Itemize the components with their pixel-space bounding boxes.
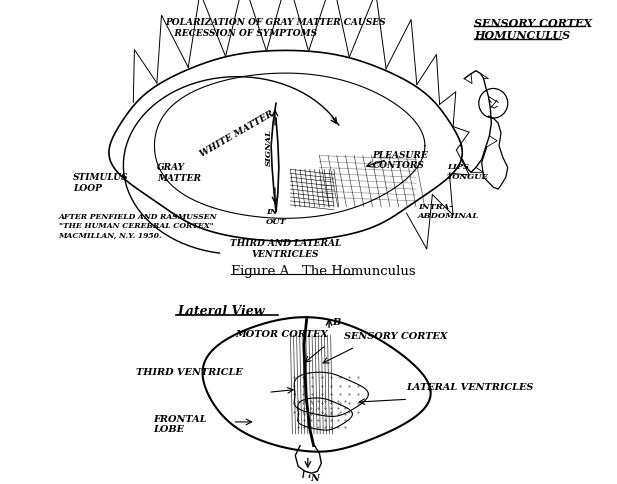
Text: FRONTAL
LOBE: FRONTAL LOBE xyxy=(153,414,207,434)
Text: MOTOR CORTEX: MOTOR CORTEX xyxy=(236,330,328,338)
Text: HOMUNCULUS: HOMUNCULUS xyxy=(474,30,570,41)
Text: LIPS
TONGUE: LIPS TONGUE xyxy=(447,163,489,181)
Text: PLEASURE
CONTORS: PLEASURE CONTORS xyxy=(373,151,428,170)
Text: N: N xyxy=(311,473,320,482)
Text: IN: IN xyxy=(267,208,278,215)
Text: STIMULUS
LOOP: STIMULUS LOOP xyxy=(73,173,129,192)
Text: THIRD VENTRICLE: THIRD VENTRICLE xyxy=(136,367,242,376)
Text: GRAY
MATTER: GRAY MATTER xyxy=(157,163,201,182)
Text: SENSORY CORTEX: SENSORY CORTEX xyxy=(474,18,592,30)
Text: SENSORY CORTEX: SENSORY CORTEX xyxy=(344,332,447,340)
Text: INTRA-
ABDOMINAL: INTRA- ABDOMINAL xyxy=(418,202,479,220)
Text: Figure A   The Homunculus: Figure A The Homunculus xyxy=(231,265,415,277)
Text: Lateral View: Lateral View xyxy=(178,304,265,317)
Text: THIRD AND LATERAL
VENTRICLES: THIRD AND LATERAL VENTRICLES xyxy=(230,239,341,258)
Text: AFTER PENFIELD AND RASMUSSEN
"THE HUMAN CEREBRAL CORTEX"
MACMILLAN, N.Y. 1950.: AFTER PENFIELD AND RASMUSSEN "THE HUMAN … xyxy=(59,212,217,239)
Text: POLARIZATION OF GRAY MATTER CAUSES
   RECESSION OF SYMPTOMS: POLARIZATION OF GRAY MATTER CAUSES RECES… xyxy=(165,18,386,38)
Text: B: B xyxy=(332,318,340,327)
Text: SIGNAL: SIGNAL xyxy=(265,129,273,166)
Text: OUT: OUT xyxy=(267,217,287,225)
Text: LATERAL VENTRICLES: LATERAL VENTRICLES xyxy=(407,383,534,392)
Text: WHITE MATTER: WHITE MATTER xyxy=(199,109,276,158)
